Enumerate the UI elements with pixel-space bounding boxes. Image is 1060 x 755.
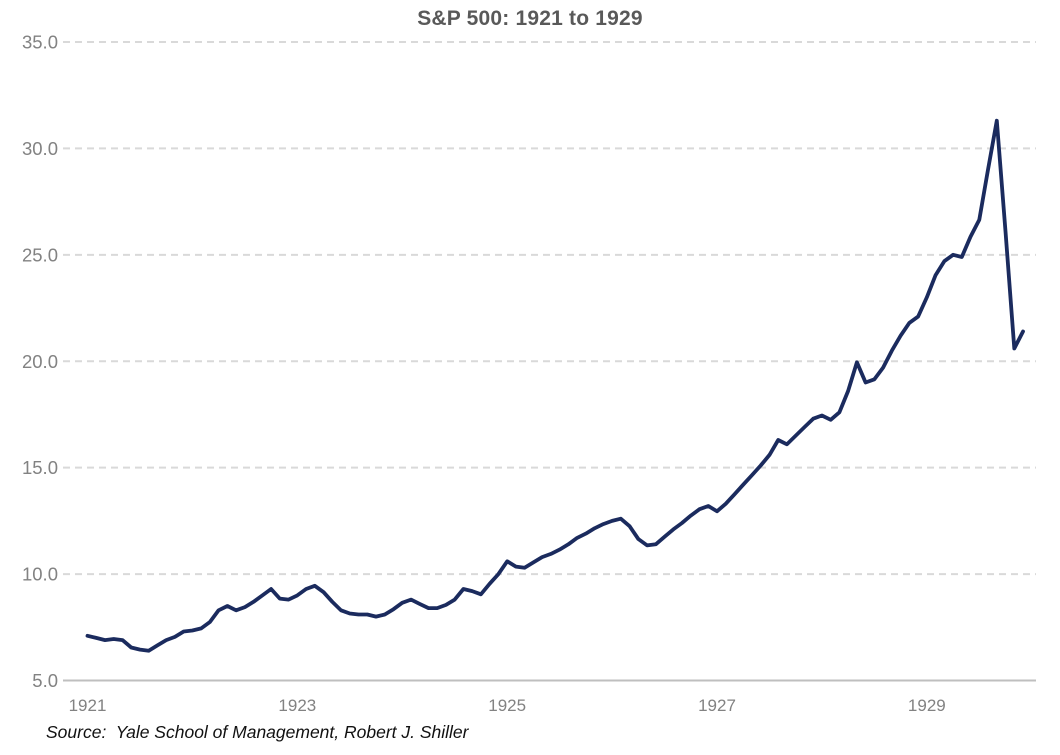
y-axis-tick-label: 25.0: [22, 244, 58, 265]
y-axis-tick-label: 10.0: [22, 564, 58, 585]
x-axis-tick-label: 1927: [698, 696, 736, 715]
y-axis-tick-label: 15.0: [22, 457, 58, 478]
y-axis-tick-label: 20.0: [22, 351, 58, 372]
y-axis-tick-label: 35.0: [22, 32, 58, 53]
x-axis-tick-label: 1923: [278, 696, 316, 715]
y-axis-tick-label: 30.0: [22, 138, 58, 159]
x-axis-tick-label: 1921: [69, 696, 107, 715]
x-axis-tick-label: 1925: [488, 696, 526, 715]
chart-title: S&P 500: 1921 to 1929: [417, 7, 643, 30]
source-note: Source: Yale School of Management, Rober…: [46, 722, 469, 742]
y-axis-tick-label: 5.0: [32, 670, 58, 691]
sp500-series-line: [85, 118, 1025, 653]
x-axis-tick-label: 1929: [908, 696, 946, 715]
